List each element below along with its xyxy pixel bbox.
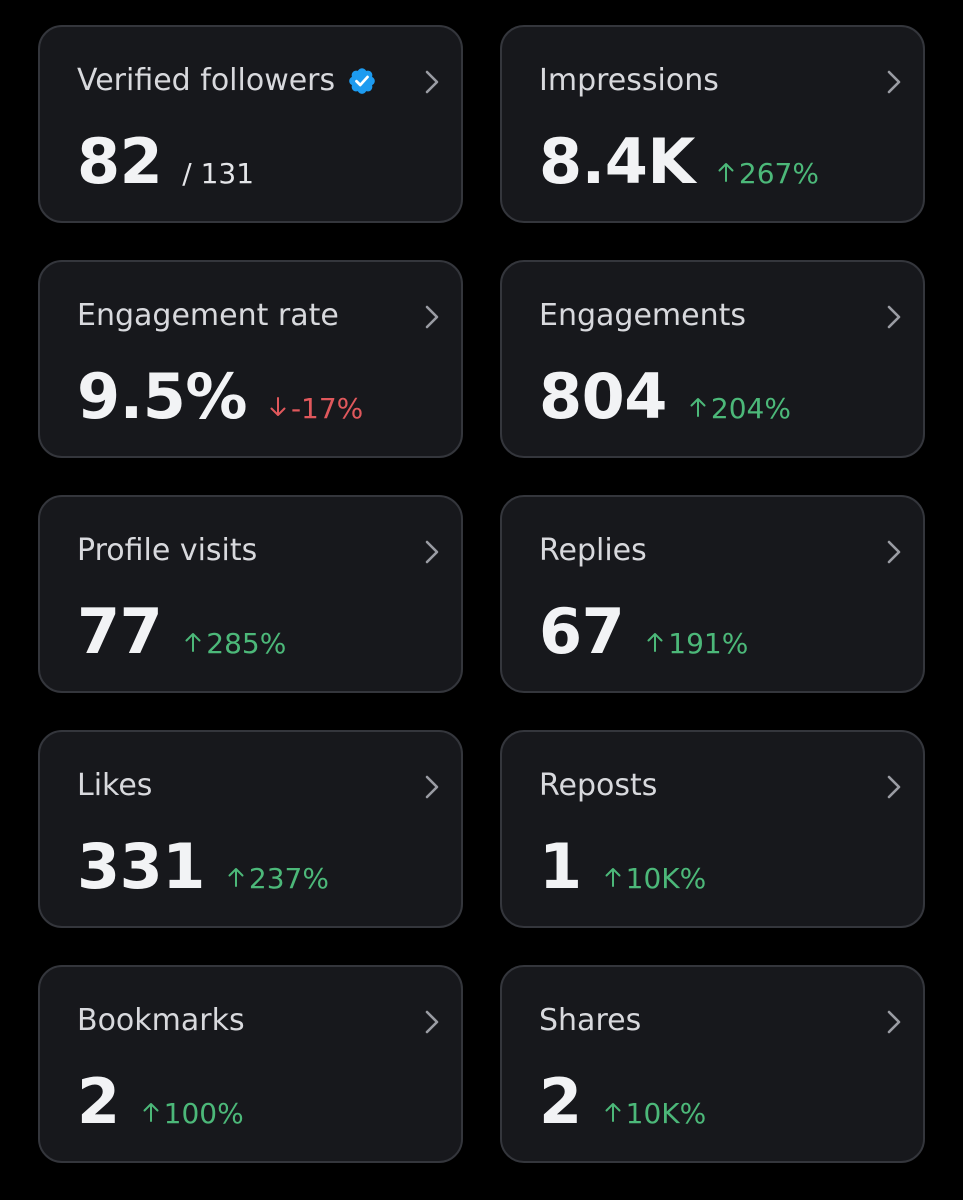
value-row: 331 237%: [77, 830, 329, 904]
card-label: Engagement rate: [77, 298, 339, 333]
card-engagements[interactable]: Engagements 804 204%: [500, 260, 925, 458]
card-label: Reposts: [539, 768, 658, 803]
card-label: Profile visits: [77, 533, 258, 568]
change-indicator: 285%: [184, 627, 286, 660]
card-shares[interactable]: Shares 2 10K%: [500, 965, 925, 1163]
value-row: 8.4K 267%: [539, 125, 819, 199]
metric-value: 77: [77, 595, 163, 668]
value-row: 1 10K%: [539, 830, 706, 904]
value-row: 67 191%: [539, 595, 748, 669]
value-row: 2 10K%: [539, 1065, 706, 1139]
change-value: 267%: [738, 157, 819, 190]
metric-value: 82: [77, 125, 163, 198]
value-row: 804 204%: [539, 360, 791, 434]
card-label: Shares: [539, 1003, 642, 1038]
value-row: 9.5% -17%: [77, 360, 363, 434]
metric-value: 67: [539, 595, 625, 668]
change-indicator: 267%: [717, 157, 819, 190]
change-indicator: 10K%: [604, 862, 707, 895]
change-value: 10K%: [625, 1097, 707, 1130]
change-indicator: 100%: [142, 1097, 244, 1130]
card-likes[interactable]: Likes 331 237%: [38, 730, 463, 928]
chevron-right-icon: [425, 540, 439, 564]
chevron-right-icon: [887, 305, 901, 329]
value-row: 2 100%: [77, 1065, 244, 1139]
change-indicator: 10K%: [604, 1097, 707, 1130]
metrics-grid: Verified followers 82 / 131 Impressions …: [38, 25, 925, 1163]
arrow-down-icon: [270, 397, 286, 416]
arrow-up-icon: [718, 163, 734, 182]
metric-value: 2: [539, 1065, 582, 1138]
card-verified-followers[interactable]: Verified followers 82 / 131: [38, 25, 463, 223]
change-value: 100%: [163, 1097, 244, 1130]
card-label: Impressions: [539, 63, 719, 98]
arrow-up-icon: [228, 868, 244, 887]
metric-total: / 131: [182, 157, 255, 190]
metric-value: 8.4K: [539, 125, 695, 198]
chevron-right-icon: [887, 540, 901, 564]
change-indicator: 237%: [227, 862, 329, 895]
change-indicator: 191%: [646, 627, 748, 660]
card-label: Bookmarks: [77, 1003, 245, 1038]
change-value: 285%: [206, 627, 287, 660]
card-label: Likes: [77, 768, 153, 803]
change-value: 191%: [668, 627, 749, 660]
change-value: 237%: [248, 862, 329, 895]
chevron-right-icon: [887, 70, 901, 94]
chevron-right-icon: [425, 1010, 439, 1034]
card-bookmarks[interactable]: Bookmarks 2 100%: [38, 965, 463, 1163]
card-label: Replies: [539, 533, 647, 568]
card-label: Verified followers: [77, 61, 377, 101]
arrow-up-icon: [605, 1103, 621, 1122]
chevron-right-icon: [887, 1010, 901, 1034]
card-reposts[interactable]: Reposts 1 10K%: [500, 730, 925, 928]
chevron-right-icon: [425, 70, 439, 94]
metric-value: 331: [77, 830, 205, 903]
arrow-up-icon: [185, 633, 201, 652]
card-engagement-rate[interactable]: Engagement rate 9.5% -17%: [38, 260, 463, 458]
metric-value: 2: [77, 1065, 120, 1138]
card-replies[interactable]: Replies 67 191%: [500, 495, 925, 693]
arrow-up-icon: [690, 398, 706, 417]
card-label-text: Verified followers: [77, 63, 336, 98]
card-profile-visits[interactable]: Profile visits 77 285%: [38, 495, 463, 693]
change-value: 10K%: [625, 862, 707, 895]
chevron-right-icon: [425, 305, 439, 329]
card-label: Engagements: [539, 298, 746, 333]
card-impressions[interactable]: Impressions 8.4K 267%: [500, 25, 925, 223]
metric-value: 9.5%: [77, 360, 247, 433]
metric-value: 1: [539, 830, 582, 903]
arrow-up-icon: [605, 868, 621, 887]
value-row: 77 285%: [77, 595, 286, 669]
value-row: 82 / 131: [77, 125, 254, 199]
change-value: 204%: [710, 392, 791, 425]
chevron-right-icon: [425, 775, 439, 799]
metric-value: 804: [539, 360, 667, 433]
change-value: -17%: [290, 392, 364, 425]
verified-badge-icon: [349, 68, 375, 94]
arrow-up-icon: [143, 1103, 159, 1122]
change-indicator: 204%: [689, 392, 791, 425]
change-indicator: -17%: [269, 392, 363, 425]
chevron-right-icon: [887, 775, 901, 799]
arrow-up-icon: [647, 633, 663, 652]
